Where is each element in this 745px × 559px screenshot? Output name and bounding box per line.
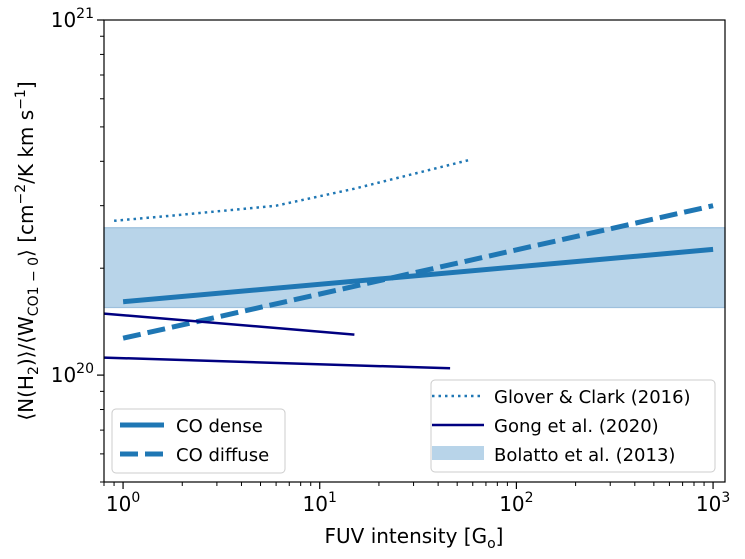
x-tick-label: 101 bbox=[303, 490, 337, 516]
legend-label-bolatto: Bolatto et al. (2013) bbox=[494, 445, 675, 466]
series-gong-et-al-2020-4 bbox=[103, 356, 451, 370]
legend-label-co-diffuse: CO diffuse bbox=[176, 445, 269, 466]
series-gong-et-al-2020-3 bbox=[103, 312, 355, 336]
x-tick-label: 100 bbox=[106, 490, 140, 516]
y-tick-label: 1021 bbox=[51, 6, 94, 32]
y-tick-label: 1020 bbox=[51, 361, 94, 387]
series-co-diffuse-1 bbox=[122, 203, 714, 341]
series-co-dense-0 bbox=[122, 246, 714, 305]
legend-right: Glover & Clark (2016) Gong et al. (2020)… bbox=[430, 379, 716, 473]
axes-frame bbox=[103, 19, 726, 483]
x-axis-label: FUV intensity [Go] bbox=[325, 524, 504, 552]
legend-label-gong: Gong et al. (2020) bbox=[494, 416, 659, 437]
legend-label-co-dense: CO dense bbox=[176, 416, 263, 437]
legend-swatch-bolatto bbox=[432, 446, 484, 460]
x-tick-label: 102 bbox=[499, 490, 533, 516]
x-tick-label: 103 bbox=[696, 490, 730, 516]
legend-right-frame bbox=[430, 379, 716, 473]
plot-area bbox=[103, 158, 726, 370]
y-axis-label: ⟨N(H2)⟩/⟨WCO1 − 0⟩ [cm−2/K km s−1] bbox=[13, 81, 42, 420]
legend-label-glover-clark: Glover & Clark (2016) bbox=[494, 387, 691, 408]
legend-left: CO dense CO diffuse bbox=[111, 408, 286, 474]
series-glover-clark-2016-2 bbox=[113, 158, 469, 223]
ticks: 100 101 102 103 1020 1021 bbox=[51, 6, 731, 516]
